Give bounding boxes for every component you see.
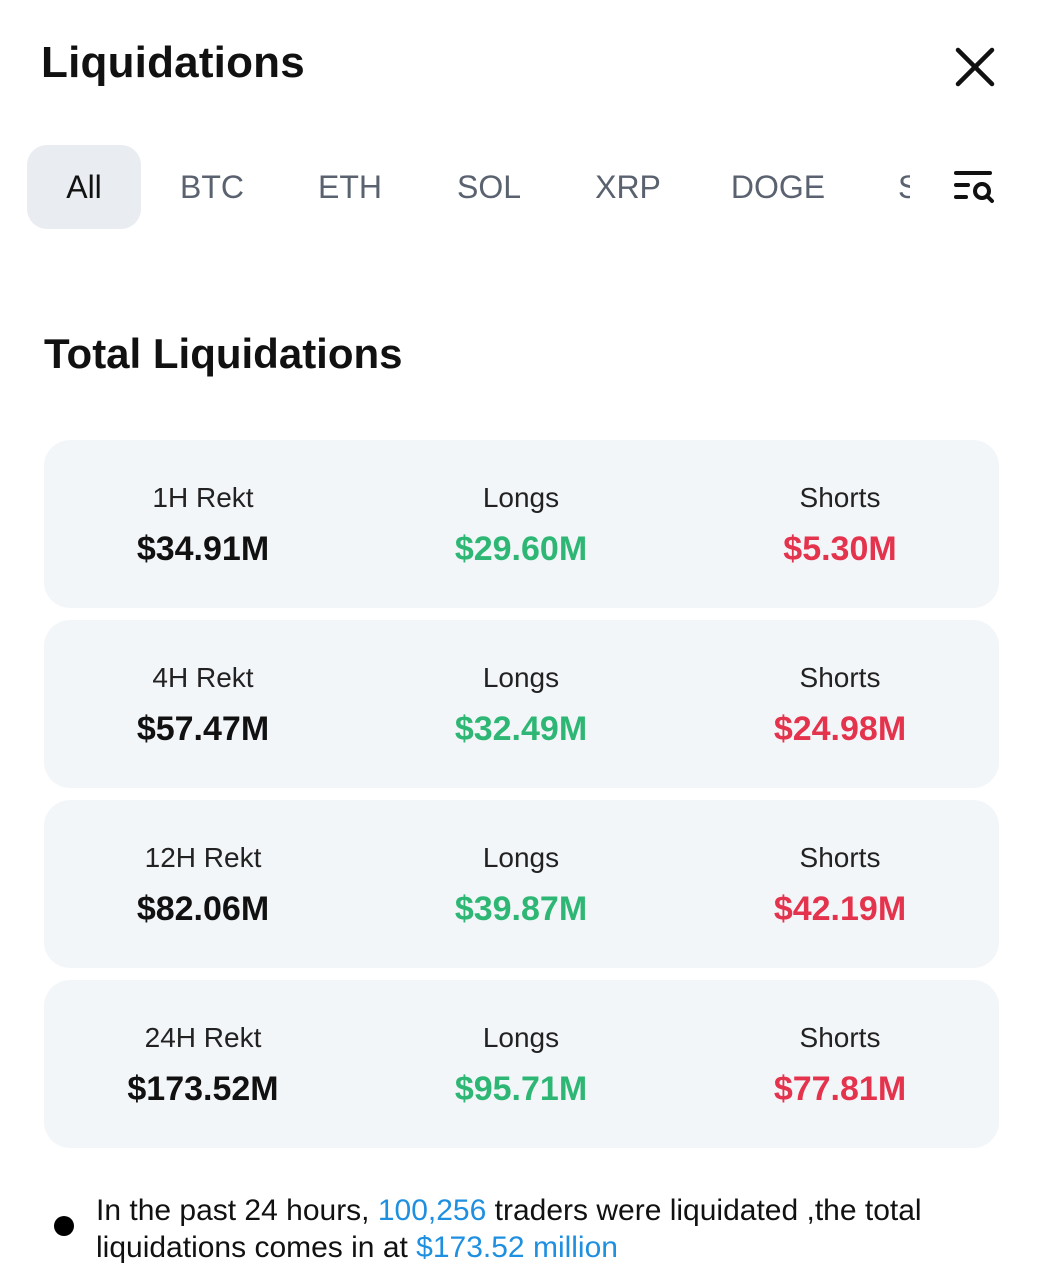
liquidation-summary-note: In the past 24 hours, 100,256 traders we… — [0, 1190, 1043, 1280]
filter-search-icon — [954, 171, 994, 203]
period-label: 1H Rekt — [152, 482, 254, 513]
shorts-label: Shorts — [799, 482, 881, 513]
total-value: $57.47M — [136, 710, 270, 748]
period-label: 24H Rekt — [144, 1022, 262, 1053]
close-button[interactable] — [950, 42, 1000, 92]
shorts-value: $77.81M — [773, 1070, 907, 1108]
shorts-value: $24.98M — [773, 710, 907, 748]
longs-value: $29.60M — [454, 530, 588, 568]
shorts-column: Shorts $77.81M — [681, 980, 999, 1148]
total-value: $173.52M — [127, 1070, 279, 1108]
shorts-label: Shorts — [799, 842, 881, 873]
longs-label: Longs — [482, 1022, 560, 1053]
shorts-value: $42.19M — [773, 890, 907, 928]
total-value: $82.06M — [136, 890, 270, 928]
total-value: $34.91M — [136, 530, 270, 568]
traders-count: 100,256 — [377, 1194, 487, 1227]
tab-sol[interactable]: SOL — [456, 169, 522, 205]
shorts-column: Shorts $24.98M — [681, 620, 999, 788]
summary-middle: traders were liquidated ,the total liqui… — [96, 1194, 922, 1264]
tab-eth[interactable]: ETH — [318, 169, 382, 205]
shorts-label: Shorts — [799, 1022, 881, 1053]
close-icon — [955, 47, 995, 87]
tab-btc[interactable]: BTC — [180, 169, 244, 205]
period-label: 4H Rekt — [152, 662, 254, 693]
rekt-card-24h: 24H Rekt $173.52M Longs $95.71M Shorts $… — [44, 980, 999, 1148]
summary-prefix: In the past 24 hours, — [96, 1194, 378, 1227]
rekt-card-1h: 1H Rekt $34.91M Longs $29.60M Shorts $5.… — [44, 440, 999, 608]
longs-value: $32.49M — [454, 710, 588, 748]
coin-tabs: All BTC ETH SOL XRP DOGE S — [0, 145, 1043, 230]
rekt-card-4h: 4H Rekt $57.47M Longs $32.49M Shorts $24… — [44, 620, 999, 788]
shorts-label: Shorts — [799, 662, 881, 693]
header: Liquidations — [0, 0, 1043, 130]
tab-partial[interactable]: S — [898, 169, 910, 205]
longs-column: Longs $39.87M — [362, 800, 680, 968]
longs-label: Longs — [482, 662, 560, 693]
page-title: Liquidations — [41, 38, 305, 87]
longs-column: Longs $32.49M — [362, 620, 680, 788]
total-column: 1H Rekt $34.91M — [44, 440, 362, 608]
bullet-icon — [54, 1216, 74, 1236]
summary-text: In the past 24 hours, 100,256 traders we… — [96, 1192, 996, 1266]
total-column: 24H Rekt $173.52M — [44, 980, 362, 1148]
shorts-value: $5.30M — [783, 530, 897, 568]
longs-value: $95.71M — [454, 1070, 588, 1108]
shorts-column: Shorts $5.30M — [681, 440, 999, 608]
tab-xrp[interactable]: XRP — [595, 169, 661, 205]
tab-doge[interactable]: DOGE — [730, 169, 826, 205]
rekt-card-12h: 12H Rekt $82.06M Longs $39.87M Shorts $4… — [44, 800, 999, 968]
shorts-column: Shorts $42.19M — [681, 800, 999, 968]
tab-all[interactable]: All — [27, 145, 141, 229]
longs-value: $39.87M — [454, 890, 588, 928]
total-amount: $173.52 million — [416, 1231, 618, 1264]
longs-column: Longs $29.60M — [362, 440, 680, 608]
filter-button[interactable] — [950, 167, 1000, 207]
longs-label: Longs — [482, 482, 560, 513]
total-column: 4H Rekt $57.47M — [44, 620, 362, 788]
tab-overflow: S — [898, 145, 910, 229]
longs-column: Longs $95.71M — [362, 980, 680, 1148]
longs-label: Longs — [482, 842, 560, 873]
total-column: 12H Rekt $82.06M — [44, 800, 362, 968]
period-label: 12H Rekt — [144, 842, 262, 873]
section-title: Total Liquidations — [44, 330, 403, 377]
